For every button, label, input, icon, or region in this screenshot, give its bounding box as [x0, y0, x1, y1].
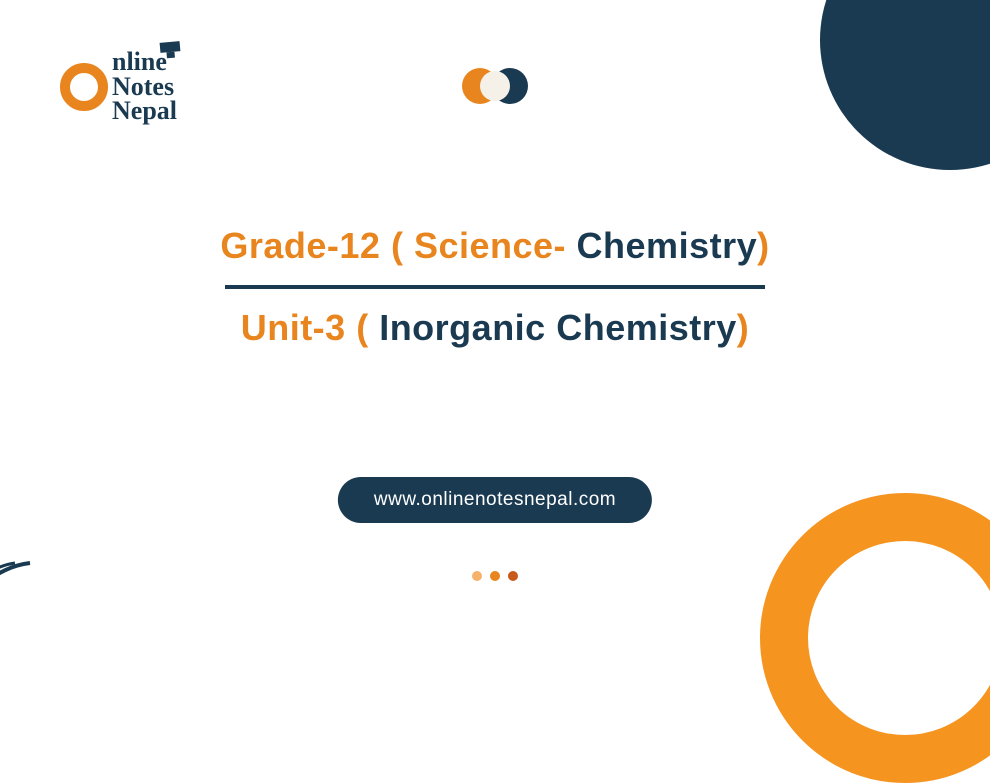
dot-dark-icon [508, 571, 518, 581]
logo-o-icon [60, 63, 108, 111]
grade-label: Grade-12 ( [220, 225, 403, 266]
unit-label: Unit-3 ( [241, 307, 369, 348]
dot-mid-icon [490, 571, 500, 581]
bottom-dots-decor [472, 571, 518, 581]
science-label: Science- [403, 225, 566, 266]
title-block: Grade-12 ( Science- Chemistry) Unit-3 ( … [0, 225, 990, 349]
site-logo: nline Notes Nepal [60, 50, 177, 124]
dot-light-icon [472, 571, 482, 581]
banner-canvas: nline Notes Nepal Grade-12 ( Science- Ch… [0, 0, 990, 653]
title-line-1: Grade-12 ( Science- Chemistry) [0, 225, 990, 267]
close-paren-1: ) [757, 225, 770, 266]
website-url-text: www.onlinenotesnepal.com [374, 489, 616, 510]
close-paren-2: ) [737, 307, 750, 348]
graduation-cap-icon [160, 41, 181, 53]
cream-circle-icon [480, 71, 510, 101]
logo-text: nline Notes Nepal [112, 50, 177, 124]
unit-topic-label: Inorganic Chemistry [369, 307, 737, 348]
title-line-2: Unit-3 ( Inorganic Chemistry) [0, 307, 990, 349]
subject-label: Chemistry [566, 225, 757, 266]
top-center-shapes-decor [462, 68, 528, 104]
title-divider [225, 285, 765, 289]
bottom-left-arc-decor [0, 533, 60, 633]
website-url-pill: www.onlinenotesnepal.com [338, 477, 652, 523]
bottom-right-ring-decor [760, 493, 990, 783]
logo-line3: Nepal [112, 99, 177, 124]
top-right-circle-decor [820, 0, 990, 170]
